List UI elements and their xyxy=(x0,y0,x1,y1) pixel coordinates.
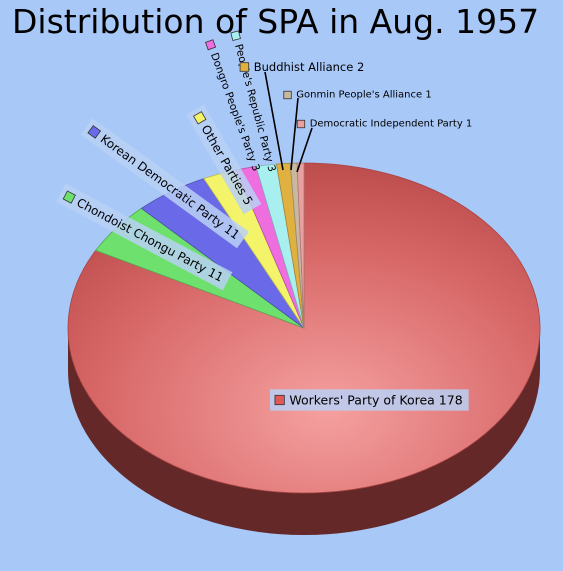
legend-swatch-1 xyxy=(62,190,76,204)
legend-swatch-6 xyxy=(239,62,250,72)
legend-swatch-8 xyxy=(296,119,306,129)
slice-label-6: Buddhist Alliance 2 xyxy=(239,60,365,74)
slice-label-text-6: Buddhist Alliance 2 xyxy=(254,60,365,74)
legend-swatch-2 xyxy=(87,125,102,139)
legend-swatch-7 xyxy=(283,90,292,100)
chart-title: Distribution of SPA in Aug. 1957 xyxy=(12,2,540,41)
slice-label-text-8: Democratic Independent Party 1 xyxy=(310,119,473,130)
legend-swatch-0 xyxy=(274,394,285,406)
pie-side-0 xyxy=(68,328,540,535)
legend-swatch-3 xyxy=(193,111,207,125)
leader-line-6 xyxy=(264,71,284,171)
leader-line-7 xyxy=(290,97,299,171)
slice-label-0: Workers' Party of Korea 178 xyxy=(269,389,469,411)
slice-label-text-0: Workers' Party of Korea 178 xyxy=(289,393,462,408)
legend-swatch-5 xyxy=(230,30,241,42)
slice-label-text-7: Gonmin People's Alliance 1 xyxy=(296,90,431,101)
legend-swatch-4 xyxy=(204,39,217,51)
leader-line-8 xyxy=(296,127,313,173)
slice-label-7: Gonmin People's Alliance 1 xyxy=(283,90,432,101)
slice-label-8: Democratic Independent Party 1 xyxy=(296,119,473,130)
